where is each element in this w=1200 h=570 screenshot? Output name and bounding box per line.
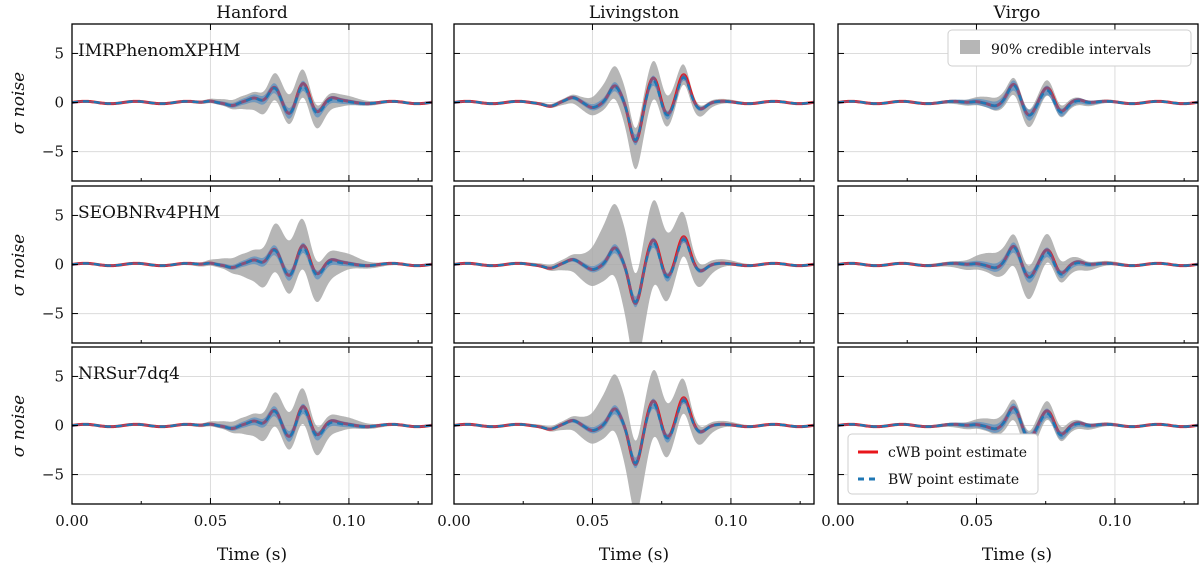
bw-line-hanford-imrphenomxphm — [72, 84, 432, 115]
column-title-virgo: Virgo — [993, 3, 1041, 23]
column-title-hanford: Hanford — [216, 3, 288, 23]
x-axis-label-livingston: Time (s) — [599, 545, 669, 565]
row-label-imrphenomxphm: IMRPhenomXPHM — [78, 41, 240, 61]
panel-virgo-seobnrv4phm — [837, 185, 1199, 344]
credible-band-virgo-seobnrv4phm — [838, 233, 1198, 300]
y-axis-label-row2: σ noise — [9, 234, 29, 296]
panel-hanford-nrsur7dq4: −5 0 5 0.00 0.05 0.10 NRSur7dq4 — [42, 346, 433, 530]
y-axis-label-row3: σ noise — [9, 395, 29, 457]
bw-band-virgo-seobnrv4phm — [838, 242, 1198, 283]
bw-band-livingston-imrphenomxphm — [454, 74, 814, 146]
curves-hanford-seobnrv4phm — [72, 218, 432, 303]
credible-band-livingston-seobnrv4phm — [454, 200, 814, 343]
legend-credible-band: 90% credible intervals — [947, 29, 1192, 67]
curves-hanford-nrsur7dq4 — [72, 388, 432, 456]
ytick-label-hanford-seobnrv4phm-0: −5 — [42, 305, 64, 323]
xtick-label-virgo-nrsur7dq4-1: 0.05 — [960, 512, 993, 530]
xtick-label-hanford-nrsur7dq4-1: 0.05 — [194, 512, 227, 530]
ytick-label-hanford-imrphenomxphm-0: −5 — [42, 143, 64, 161]
y-axis-label-row1: σ noise — [9, 72, 29, 134]
curves-virgo-seobnrv4phm — [838, 233, 1198, 300]
curves-livingston-seobnrv4phm — [454, 200, 814, 343]
legend-band-label: 90% credible intervals — [991, 42, 1151, 58]
ytick-label-hanford-seobnrv4phm-2: 5 — [54, 206, 64, 224]
bw-line-virgo-imrphenomxphm — [838, 84, 1198, 117]
bw-line-livingston-seobnrv4phm — [454, 238, 814, 304]
row-label-seobnrv4phm: SEOBNRv4PHM — [78, 203, 220, 223]
credible-band-virgo-nrsur7dq4 — [838, 399, 1198, 453]
xtick-label-virgo-nrsur7dq4-0: 0.00 — [821, 512, 854, 530]
xtick-label-hanford-nrsur7dq4-2: 0.10 — [332, 512, 365, 530]
credible-band-livingston-imrphenomxphm — [454, 60, 814, 170]
ytick-label-hanford-imrphenomxphm-1: 0 — [54, 94, 64, 112]
xtick-label-hanford-nrsur7dq4-0: 0.00 — [55, 512, 88, 530]
panel-livingston-seobnrv4phm — [453, 185, 815, 344]
ytick-label-hanford-nrsur7dq4-2: 5 — [54, 367, 64, 385]
bw-line-virgo-seobnrv4phm — [838, 246, 1198, 279]
panel-virgo-nrsur7dq4: 0.00 0.05 0.10 — [821, 346, 1199, 530]
bw-line-livingston-nrsur7dq4 — [454, 399, 814, 465]
curves-virgo-nrsur7dq4 — [838, 399, 1198, 453]
ytick-label-hanford-imrphenomxphm-2: 5 — [54, 44, 64, 62]
x-axis-label-virgo: Time (s) — [982, 545, 1052, 565]
bw-line-hanford-seobnrv4phm — [72, 246, 432, 277]
xtick-label-livingston-nrsur7dq4-1: 0.05 — [576, 512, 609, 530]
row-label-nrsur7dq4: NRSur7dq4 — [78, 364, 180, 384]
ytick-label-hanford-seobnrv4phm-1: 0 — [54, 256, 64, 274]
panel-livingston-imrphenomxphm — [453, 23, 815, 182]
legend-point-estimates: cWB point estimate BW point estimate — [847, 433, 1039, 495]
bw-line-hanford-nrsur7dq4 — [72, 407, 432, 438]
curves-livingston-imrphenomxphm — [454, 60, 814, 170]
xtick-label-virgo-nrsur7dq4-2: 0.10 — [1098, 512, 1131, 530]
bw-band-virgo-nrsur7dq4 — [838, 403, 1198, 444]
panel-livingston-nrsur7dq4: 0.00 0.05 0.10 — [437, 346, 815, 530]
bw-band-virgo-imrphenomxphm — [838, 80, 1198, 121]
ytick-label-hanford-nrsur7dq4-1: 0 — [54, 417, 64, 435]
bw-line-virgo-nrsur7dq4 — [838, 407, 1198, 440]
panels: −5 0 5 IMRPhenomXPHM −5 0 5 SEOBNRv4PHM −5 0 5 0.00… — [42, 23, 1199, 530]
ytick-label-hanford-nrsur7dq4-0: −5 — [42, 466, 64, 484]
curves-virgo-imrphenomxphm — [838, 77, 1198, 128]
panel-hanford-imrphenomxphm: −5 0 5 IMRPhenomXPHM — [42, 23, 433, 182]
bw-band-livingston-nrsur7dq4 — [454, 397, 814, 469]
column-title-livingston: Livingston — [589, 3, 679, 23]
xtick-label-livingston-nrsur7dq4-2: 0.10 — [714, 512, 747, 530]
legend-band-swatch — [960, 40, 980, 54]
curves-hanford-imrphenomxphm — [72, 69, 432, 129]
panel-virgo-imrphenomxphm — [837, 23, 1199, 182]
legend-bw-label: BW point estimate — [888, 472, 1019, 488]
x-axis-label-hanford: Time (s) — [217, 545, 287, 565]
panel-hanford-seobnrv4phm: −5 0 5 SEOBNRv4PHM — [42, 185, 433, 344]
xtick-label-livingston-nrsur7dq4-0: 0.00 — [437, 512, 470, 530]
credible-band-livingston-nrsur7dq4 — [454, 369, 814, 504]
bw-line-livingston-imrphenomxphm — [454, 76, 814, 142]
curves-livingston-nrsur7dq4 — [454, 369, 814, 504]
legend-cwb-label: cWB point estimate — [888, 445, 1027, 461]
